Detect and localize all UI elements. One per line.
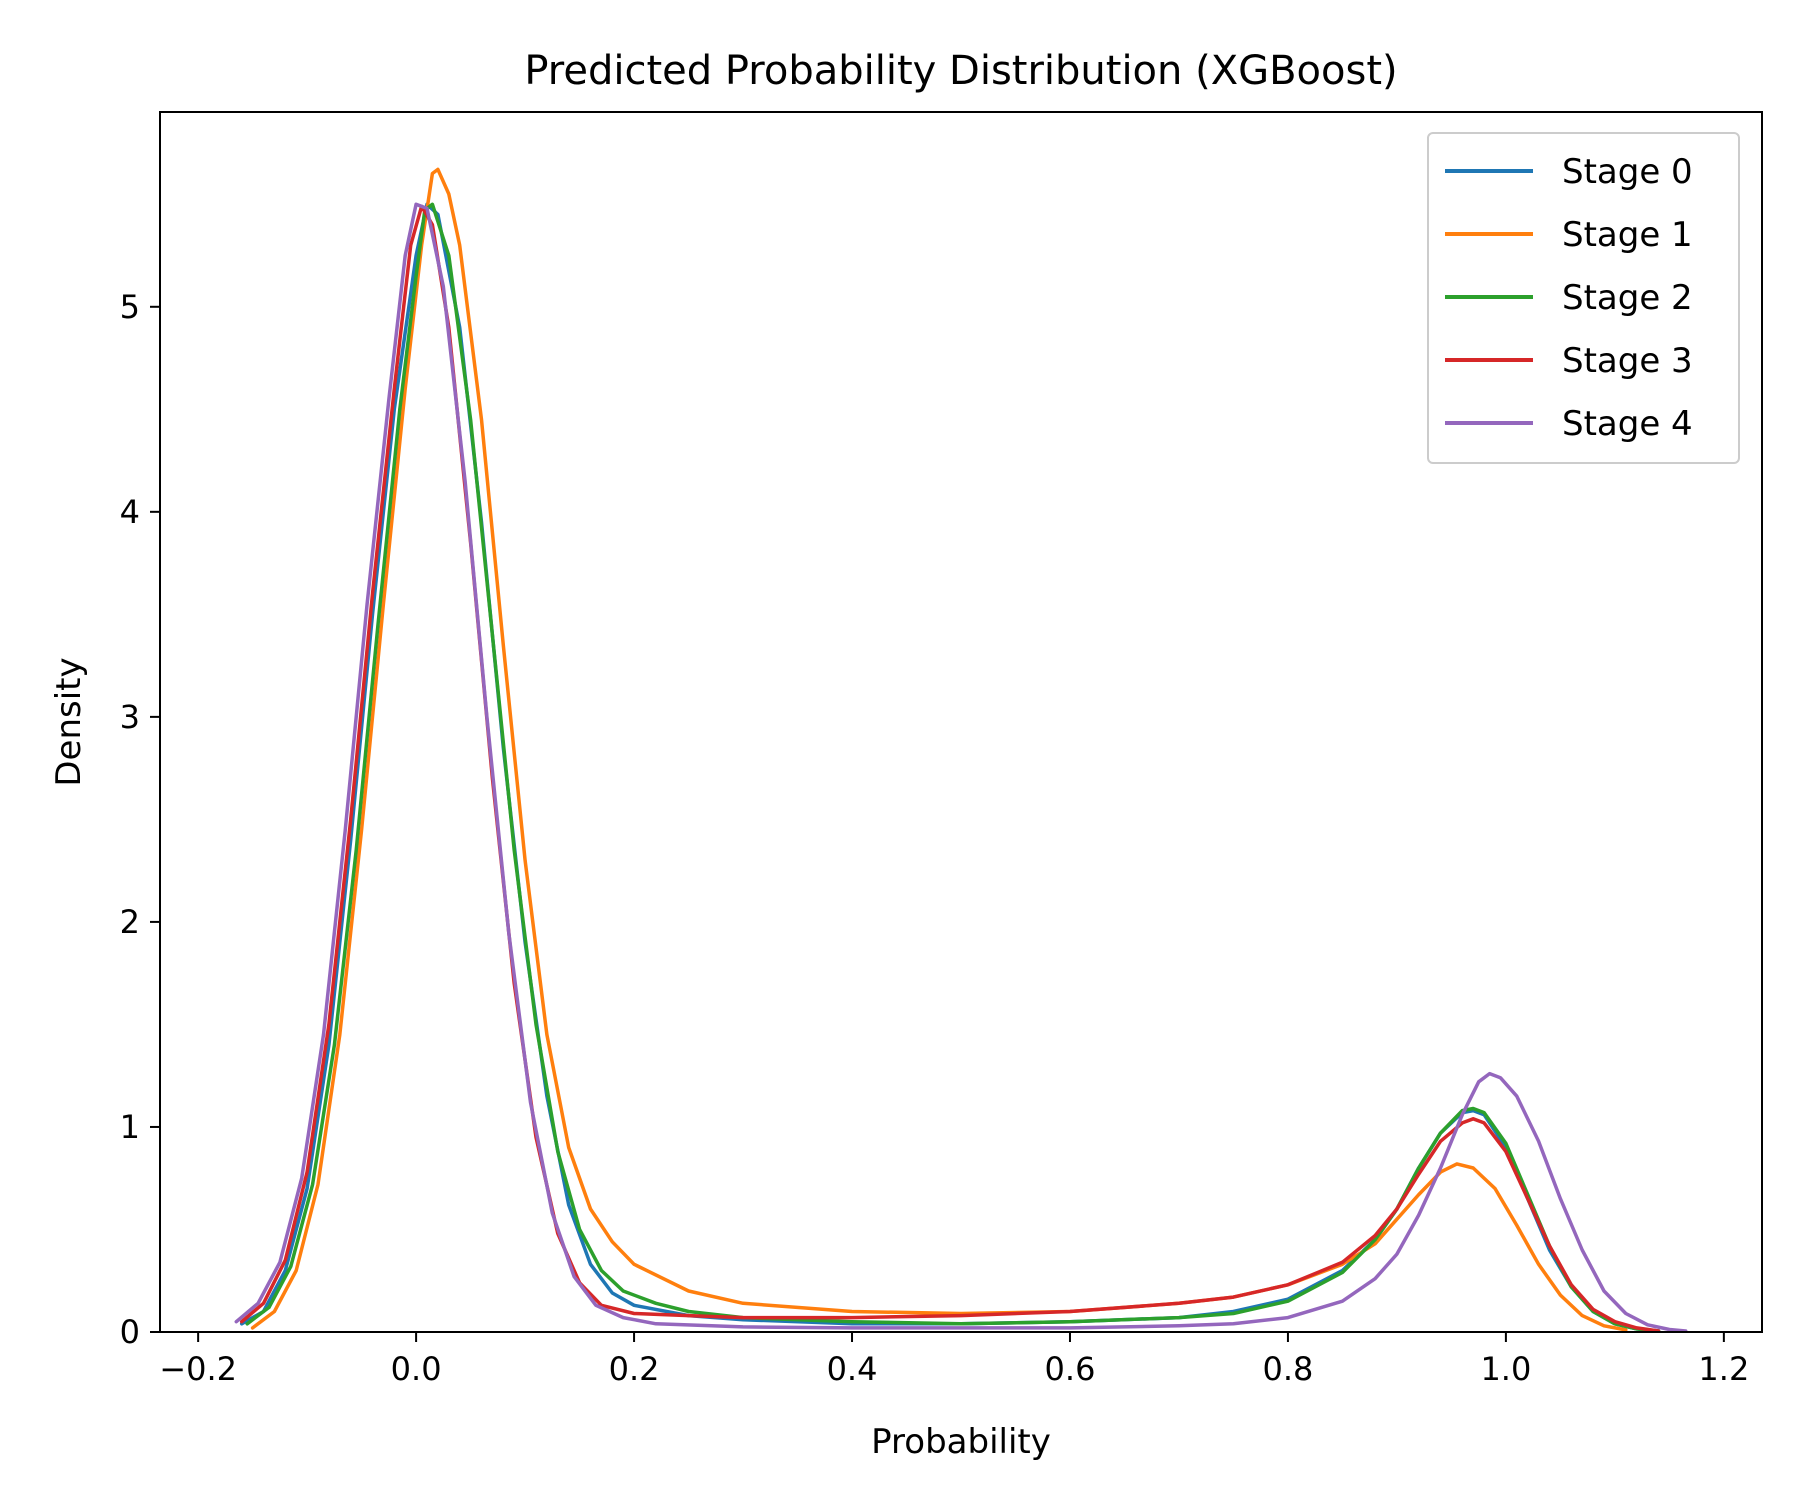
x-tick-label: 1.0 — [1480, 1350, 1531, 1388]
y-tick-label: 1 — [120, 1108, 140, 1146]
y-axis: 0 1 2 3 4 5 — [120, 288, 160, 1351]
y-tick-label: 0 — [120, 1313, 140, 1351]
series-line-stage-4 — [234, 202, 1688, 1333]
y-tick-label: 4 — [120, 493, 140, 531]
legend-label-stage-1: Stage 1 — [1562, 215, 1693, 255]
y-tick-label: 2 — [120, 903, 140, 941]
y-tick-label: 3 — [120, 698, 140, 736]
x-tick-label: 0.2 — [609, 1350, 660, 1388]
y-axis-label: Density — [49, 657, 89, 786]
legend-label-stage-2: Stage 2 — [1562, 278, 1693, 318]
x-axis: −0.2 0.0 0.2 0.4 0.6 0.8 1.0 1.2 — [159, 1332, 1749, 1388]
chart-title: Predicted Probability Distribution (XGBo… — [524, 48, 1397, 94]
x-tick-label: 0.8 — [1262, 1350, 1313, 1388]
x-tick-label: −0.2 — [159, 1350, 237, 1388]
series-line-stage-0 — [239, 202, 1661, 1333]
x-tick-label: 1.2 — [1698, 1350, 1749, 1388]
plot-frame — [159, 111, 1763, 1333]
legend-label-stage-0: Stage 0 — [1562, 152, 1693, 192]
x-tick-label: 0.4 — [827, 1350, 878, 1388]
legend-label-stage-4: Stage 4 — [1562, 404, 1693, 444]
legend: Stage 0 Stage 1 Stage 2 Stage 3 Stage 4 — [1427, 132, 1740, 464]
legend-box — [1427, 132, 1740, 464]
legend-label-stage-3: Stage 3 — [1562, 341, 1693, 381]
x-tick-label: 0.0 — [391, 1350, 442, 1388]
series-line-stage-3 — [239, 204, 1661, 1333]
series-line-stage-1 — [250, 167, 1628, 1332]
plot-area — [234, 167, 1688, 1333]
y-tick-label: 5 — [120, 288, 140, 326]
x-axis-label: Probability — [871, 1422, 1051, 1462]
x-tick-label: 0.6 — [1045, 1350, 1096, 1388]
